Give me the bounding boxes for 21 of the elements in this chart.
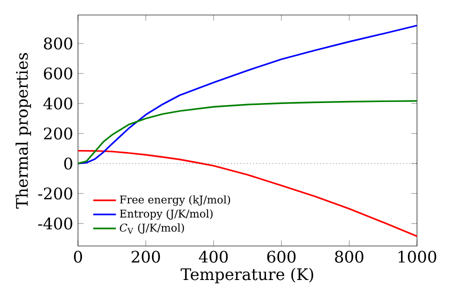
y-tick-label: -200 bbox=[38, 187, 72, 200]
y-tick-label: 200 bbox=[44, 127, 72, 140]
y-tick-label: -400 bbox=[38, 217, 72, 230]
y-tick-label: 800 bbox=[44, 37, 72, 50]
x-tick-label: 400 bbox=[198, 250, 228, 263]
y-tick-label: 600 bbox=[44, 67, 72, 80]
line-series bbox=[78, 100, 418, 164]
y-tick-label: 400 bbox=[43, 97, 72, 110]
legend-label: Entropy (J/K/mol) bbox=[120, 209, 213, 220]
x-tick-label: 1000 bbox=[398, 250, 436, 263]
y-axis-title: Thermal properties bbox=[16, 53, 32, 209]
x-tick-label: 200 bbox=[132, 250, 160, 263]
line-series bbox=[78, 24, 418, 164]
y-tick-label: 0 bbox=[64, 157, 72, 170]
x-tick-label: 600 bbox=[267, 250, 296, 263]
legend-label: Free energy (kJ/mol) bbox=[120, 195, 230, 206]
x-axis-title: Temperature (K) bbox=[180, 268, 314, 284]
x-tick-label: 800 bbox=[335, 250, 364, 263]
x-tick-label: 0 bbox=[74, 250, 82, 263]
legend-label: C$_{V}$ (J/K/mol) bbox=[120, 223, 184, 234]
line-series bbox=[78, 150, 418, 238]
